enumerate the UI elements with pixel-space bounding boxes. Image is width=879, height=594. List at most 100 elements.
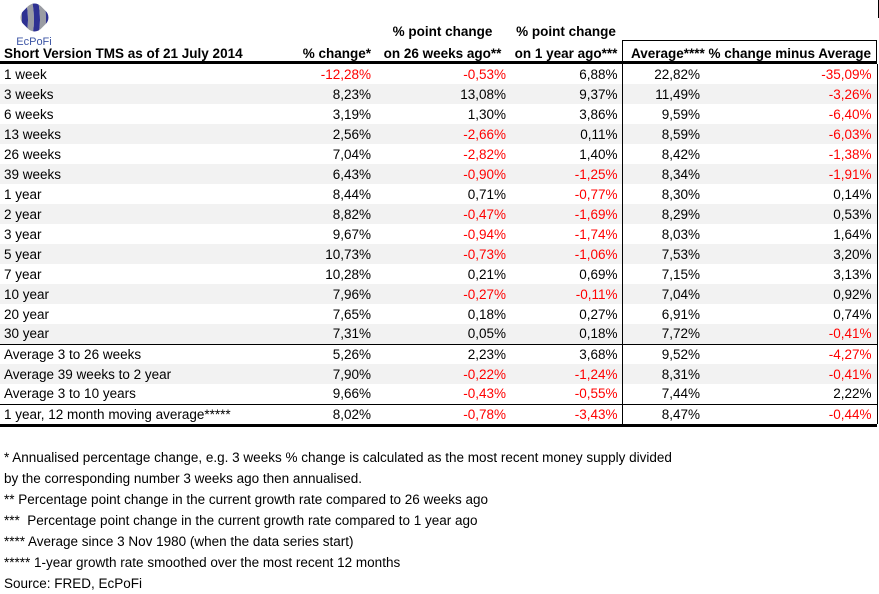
header-pt-change-1y-line1: % point change xyxy=(516,24,616,39)
pct-change-cell: 10,73% xyxy=(325,246,371,262)
pt-change-1y-cell: 3,86% xyxy=(579,106,618,122)
change-minus-average-cell: 0,53% xyxy=(706,204,878,224)
pt-change-1y-cell: 1,40% xyxy=(579,146,618,162)
pt-change-26w-cell: -0,78% xyxy=(375,403,510,424)
pt-change-26w-cell: 0,71% xyxy=(467,186,506,202)
pt-change-26w-cell: -0,53% xyxy=(463,66,506,82)
pt-change-26w-cell: 0,05% xyxy=(467,326,506,342)
pt-change-26w-cell: 0,18% xyxy=(467,306,506,322)
pct-change-cell: 8,44% xyxy=(332,186,371,202)
pt-change-1y-cell: -0,55% xyxy=(574,386,618,402)
table-row: 6 weeks 3,19% 1,30% 3,86% 9,59% -6,40% xyxy=(0,104,878,124)
column-headers: % point change % point change Short Vers… xyxy=(0,21,877,61)
change-minus-average-cell: -1,38% xyxy=(706,144,878,164)
pct-change-cell: 7,04% xyxy=(332,146,371,162)
pt-change-1y-cell: 0,27% xyxy=(579,306,618,322)
footnote-line: by the corresponding number 3 weeks ago … xyxy=(4,471,362,486)
pct-change-cell: 9,67% xyxy=(332,226,371,242)
pct-change-cell: 2,56% xyxy=(332,126,371,142)
pt-change-1y-cell: 6,88% xyxy=(579,66,618,82)
row-label: Average 3 to 26 weeks xyxy=(0,343,250,364)
change-minus-average-cell: -6,03% xyxy=(706,124,878,144)
average-cell: 8,29% xyxy=(621,204,706,224)
change-minus-average-cell: -35,09% xyxy=(706,64,878,84)
pct-change-cell: 6,43% xyxy=(332,166,371,182)
change-minus-average-cell: 3,20% xyxy=(706,244,878,264)
pt-change-1y-cell: -1,74% xyxy=(574,226,618,242)
header-pct-change: % change* xyxy=(302,46,371,61)
header-pt-change-26w-line2: on 26 weeks ago** xyxy=(383,46,502,61)
pct-change-cell: 7,65% xyxy=(332,306,371,322)
change-minus-average-cell: 3,13% xyxy=(706,264,878,284)
table-body: 1 week -12,28% -0,53% 6,88% 22,82% -35,0… xyxy=(0,64,878,424)
pct-change-cell: 3,19% xyxy=(332,106,371,122)
pt-change-1y-cell: -0,11% xyxy=(575,286,618,302)
row-label: 26 weeks xyxy=(4,146,62,162)
footnote-line: * Annualised percentage change, e.g. 3 w… xyxy=(4,450,672,465)
pt-change-1y-cell: 9,37% xyxy=(579,86,618,102)
row-label: Average 3 to 10 years xyxy=(4,386,136,402)
pt-change-26w-cell: 2,23% xyxy=(375,343,510,364)
average-cell: 7,04% xyxy=(621,284,706,304)
change-minus-average-cell: 2,22% xyxy=(706,384,878,404)
change-minus-average-cell: 0,74% xyxy=(706,304,878,324)
average-cell: 9,52% xyxy=(621,343,706,364)
pt-change-1y-cell: 0,69% xyxy=(579,266,618,282)
average-cell: 7,72% xyxy=(621,324,706,344)
change-minus-average-cell: -1,91% xyxy=(706,164,878,184)
footnotes: * Annualised percentage change, e.g. 3 w… xyxy=(0,447,879,594)
pct-change-cell: 5,26% xyxy=(250,343,375,364)
pt-change-26w-cell: 13,08% xyxy=(460,86,506,102)
header-pt-change-1y-line2: on 1 year ago*** xyxy=(514,46,618,61)
pt-change-26w-cell: -0,94% xyxy=(463,226,506,242)
average-cell: 7,53% xyxy=(621,244,706,264)
table-row: 20 year 7,65% 0,18% 0,27% 6,91% 0,74% xyxy=(0,304,878,324)
average-cell: 8,47% xyxy=(621,403,706,424)
pt-change-1y-cell: -3,43% xyxy=(510,403,622,424)
footnote-line: ***** 1-year growth rate smoothed over t… xyxy=(4,555,401,570)
tms-data-table: 1 week -12,28% -0,53% 6,88% 22,82% -35,0… xyxy=(0,64,878,424)
change-minus-average-cell: -0,41% xyxy=(706,324,878,344)
footnote-line: *** Percentage point change in the curre… xyxy=(4,513,478,528)
footnote-line: **** Average since 3 Nov 1980 (when the … xyxy=(4,534,354,549)
change-minus-average-cell: -0,44% xyxy=(706,403,878,424)
row-label: 2 year xyxy=(4,206,42,222)
change-minus-average-cell: -0,41% xyxy=(706,364,878,384)
average-cell: 8,03% xyxy=(621,224,706,244)
header-spacer xyxy=(0,21,250,40)
ecpofi-logo: EcPoFi xyxy=(8,2,60,48)
row-label: 20 year xyxy=(4,306,50,322)
average-cell: 7,44% xyxy=(621,384,706,404)
table-row: 13 weeks 2,56% -2,66% 0,11% 8,59% -6,03% xyxy=(0,124,878,144)
table-row: 7 year 10,28% 0,21% 0,69% 7,15% 3,13% xyxy=(0,264,878,284)
table-row: 10 year 7,96% -0,27% -0,11% 7,04% 0,92% xyxy=(0,284,878,304)
pct-change-cell: 9,66% xyxy=(332,386,371,402)
pt-change-26w-cell: -2,66% xyxy=(463,126,506,142)
row-label: 7 year xyxy=(4,266,42,282)
table-row: Average 39 weeks to 2 year 7,90% -0,22% … xyxy=(0,364,878,384)
row-label: Average 39 weeks to 2 year xyxy=(4,366,172,382)
table-row: 1 week -12,28% -0,53% 6,88% 22,82% -35,0… xyxy=(0,64,878,84)
row-label: 1 week xyxy=(4,66,47,82)
table-row: 39 weeks 6,43% -0,90% -1,25% 8,34% -1,91… xyxy=(0,164,878,184)
pt-change-26w-cell: -0,73% xyxy=(463,246,506,262)
pt-change-26w-cell: -0,43% xyxy=(463,386,506,402)
pct-change-cell: 8,82% xyxy=(332,206,371,222)
average-cell: 8,31% xyxy=(621,364,706,384)
pct-change-cell: 7,90% xyxy=(332,366,371,382)
pt-change-26w-cell: -0,27% xyxy=(463,286,506,302)
average-cell: 6,91% xyxy=(621,304,706,324)
average-cell: 22,82% xyxy=(621,64,706,84)
row-label: 6 weeks xyxy=(4,106,54,122)
pct-change-cell: 8,02% xyxy=(250,403,375,424)
row-label: 39 weeks xyxy=(4,166,62,182)
pt-change-26w-cell: -0,47% xyxy=(463,206,506,222)
table-row: 1 year, 12 month moving average***** 8,0… xyxy=(0,403,878,424)
pct-change-cell: 7,96% xyxy=(332,286,371,302)
row-label: 13 weeks xyxy=(4,126,62,142)
table-row: 3 year 9,67% -0,94% -1,74% 8,03% 1,64% xyxy=(0,224,878,244)
table-title: Short Version TMS as of 21 July 2014 xyxy=(4,46,243,61)
pt-change-26w-cell: -0,22% xyxy=(463,366,506,382)
header-pt-change-26w-line1: % point change xyxy=(392,24,493,39)
